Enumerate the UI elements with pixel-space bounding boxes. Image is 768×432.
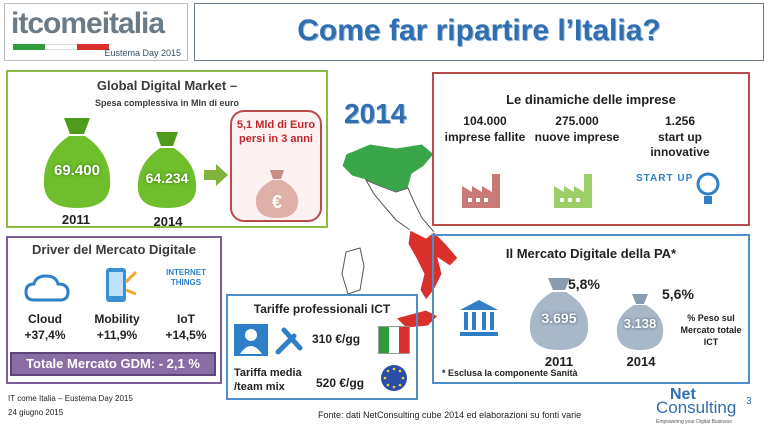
tariffe-panel: Tariffe professionali ICT 310 €/gg Tarif… — [226, 294, 418, 400]
imprese-panel: Le dinamiche delle imprese 104.000 impre… — [432, 72, 750, 226]
arrow-right-icon — [204, 164, 228, 186]
iot-label: IoT — [177, 312, 195, 326]
money-bag-icon — [137, 132, 197, 208]
pa-peso-label: % Peso sul Mercato totale ICT — [680, 313, 742, 347]
tools-icon — [275, 327, 303, 355]
money-bag-icon — [529, 278, 589, 350]
driver-title: Driver del Mercato Digitale — [32, 242, 196, 257]
cloud-icon — [24, 274, 70, 302]
eu-flag-icon — [381, 365, 407, 391]
gdm-2014-value: 64.234 — [145, 170, 189, 186]
gdm-subtitle: Spesa complessiva in Mln di euro — [94, 98, 240, 108]
factory-icon — [554, 174, 592, 208]
year-badge: 2014 — [344, 98, 407, 129]
itcomeitalia-logo: itcomeitalia Eustema Day 2015 — [4, 3, 188, 61]
tariffe-title: Tariffe professionali ICT — [253, 302, 391, 316]
brand-sup: 3 — [746, 396, 752, 407]
iot-icon: INTERNET THINGS — [164, 264, 208, 304]
italy-flag-stripe — [13, 44, 109, 50]
page-title: Come far ripartire l’Italia? — [297, 14, 661, 47]
gdm-title: Global Digital Market – — [96, 78, 238, 93]
tariffa-italia-value: 310 €/gg — [312, 332, 361, 346]
factory-icon — [462, 174, 500, 208]
pa-2014-year: 2014 — [626, 354, 656, 369]
brand-consulting: Consulting — [656, 398, 737, 417]
pa-title: Il Mercato Digitale della PA* — [505, 246, 677, 261]
tariffa-media-label: Tariffa media /team mix — [234, 367, 302, 393]
footer-source: Fonte: dati NetConsulting cube 2014 ed e… — [318, 410, 582, 420]
government-building-icon — [460, 300, 498, 336]
nuove-imprese-label: nuove imprese — [534, 130, 620, 144]
startup-logo: START UP — [636, 166, 712, 188]
svg-text:€: € — [272, 192, 282, 212]
mobility-value: +11,9% — [96, 328, 138, 342]
mobile-icon — [106, 268, 138, 302]
lightbulb-icon — [696, 172, 720, 204]
italy-flag-icon — [378, 326, 410, 354]
title-bar: Come far ripartire l’Italia? — [194, 3, 764, 61]
imprese-fallite-label: imprese fallite — [444, 130, 526, 144]
gdm-2014-year: 2014 — [153, 214, 183, 229]
loss-text: 5,1 Mld di Euro persi in 3 anni — [236, 119, 316, 145]
pa-2011-value: 3.695 — [541, 310, 577, 326]
money-bag-icon — [616, 294, 664, 350]
loss-box: 5,1 Mld di Euro persi in 3 anni € — [230, 110, 322, 222]
global-digital-market-panel: Global Digital Market – Spesa complessiv… — [6, 70, 328, 229]
iot-value: +14,5% — [165, 328, 207, 342]
brand-tagline: Empowering your Digital Business — [656, 419, 732, 425]
pa-2011-pct: 5,8% — [568, 276, 600, 292]
totale-mercato-badge: Totale Mercato GDM: - 2,1 % — [10, 352, 216, 376]
euro-bag-icon: € — [255, 170, 299, 218]
iot-badge-text: INTERNET THINGS — [166, 268, 206, 287]
startup-num: 1.256 — [664, 114, 696, 128]
pa-2014-value: 3.138 — [623, 316, 657, 331]
nuove-imprese-num: 275.000 — [555, 114, 599, 128]
pa-2014-pct: 5,6% — [662, 286, 694, 302]
imprese-title: Le dinamiche delle imprese — [506, 92, 676, 107]
pa-2011-year: 2011 — [544, 354, 574, 369]
driver-panel: Driver del Mercato Digitale Cloud +37,4%… — [6, 236, 222, 384]
netconsulting-logo: Net Consulting 3 Empowering your Digital… — [650, 386, 762, 430]
logo-subtitle: Eustema Day 2015 — [104, 48, 181, 58]
footer-date: 24 giugno 2015 — [8, 408, 64, 417]
startup-logo-text: START UP — [636, 173, 694, 184]
cloud-label: Cloud — [28, 312, 62, 326]
person-icon — [234, 324, 268, 356]
pa-panel: Il Mercato Digitale della PA* 3.695 5,8%… — [432, 234, 750, 384]
gdm-2011-value: 69.400 — [54, 162, 100, 179]
logo-text: itcomeitalia — [11, 7, 165, 40]
startup-label: start up innovative — [650, 130, 710, 159]
brand-net: Net — [670, 386, 696, 403]
tariffa-eu-value: 520 €/gg — [316, 376, 365, 390]
cloud-value: +37,4% — [24, 328, 66, 342]
imprese-fallite-num: 104.000 — [463, 114, 507, 128]
money-bag-icon — [43, 118, 111, 208]
mobility-label: Mobility — [94, 312, 140, 326]
gdm-2011-year: 2011 — [61, 212, 91, 227]
pa-note: * Esclusa la componente Sanità — [442, 368, 578, 378]
footer-event: IT come Italia – Eustema Day 2015 — [8, 394, 133, 403]
